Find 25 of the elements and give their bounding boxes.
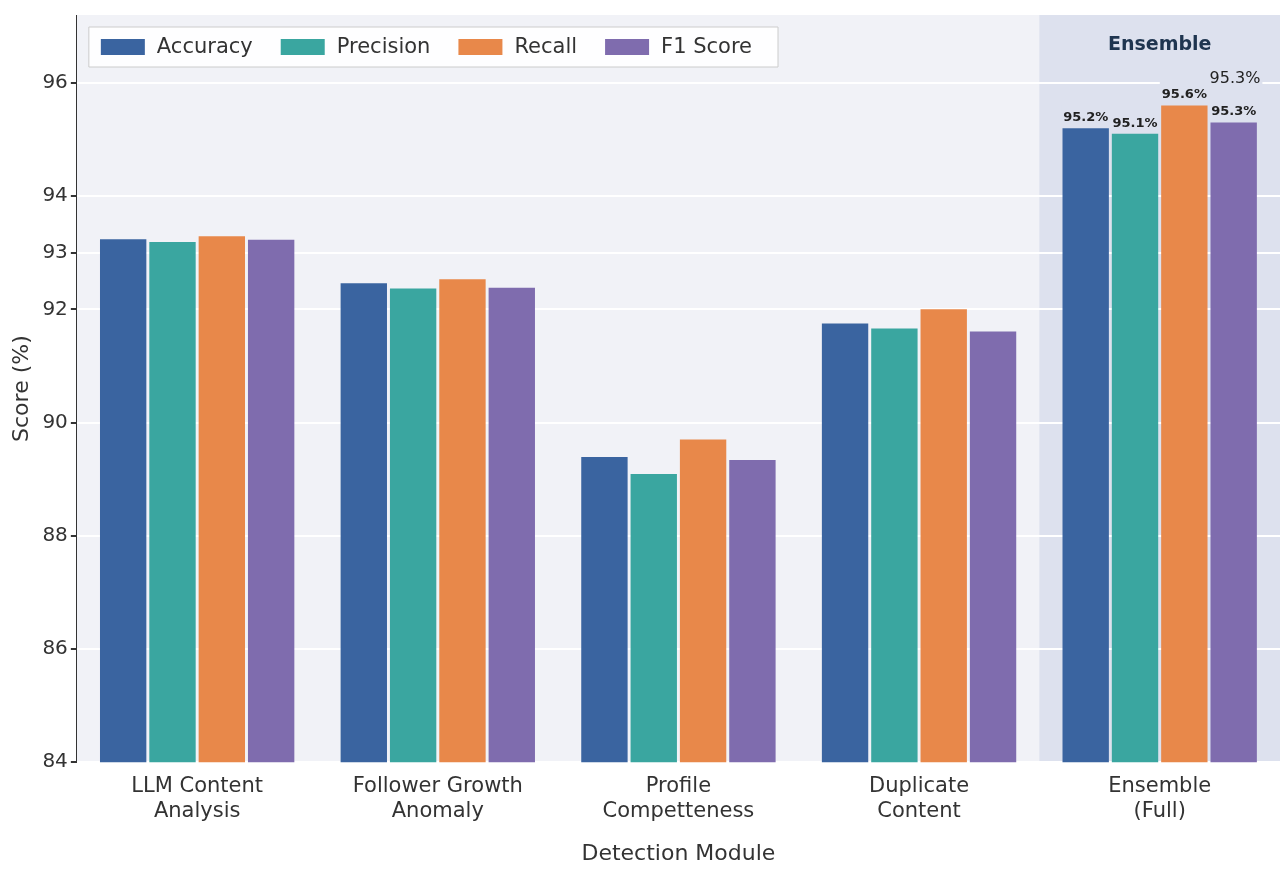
data-label: 95.1% [1112,114,1158,130]
y-tick-label: 92 [42,295,68,320]
data-label: 95.6% [1161,86,1207,102]
annotation: 95.3% [1209,68,1261,88]
x-axis-title: Detection Module [581,839,776,865]
x-tick-label: Follower Growth Anomaly [352,773,523,823]
x-tick-label: Profile Competteness [602,773,755,823]
data-label: 95.2% [1063,109,1109,125]
y-tick-label: 86 [42,635,68,660]
y-tick-label: 84 [42,748,68,773]
legend-label: Precision [336,34,431,59]
y-tick-label: 93 [42,238,68,263]
y-axis-title: Score (%) [7,335,33,442]
legend-label: F1 Score [661,34,753,59]
y-tick-label: 96 [42,69,68,94]
y-tick-label: 94 [42,182,68,207]
x-tick-label: Duplicate Content [869,773,970,823]
y-tick-label: 90 [42,408,68,433]
x-tick-label: Ensemble (Full) [1108,773,1212,823]
x-tick-label: LLM Content Analysis [131,773,264,823]
y-tick-label: 88 [42,521,68,546]
legend-label: Recall [514,34,578,59]
legend-label: Accuracy [156,34,253,59]
data-label: 95.3% [1211,103,1257,119]
band-label: Ensemble [1107,31,1212,54]
